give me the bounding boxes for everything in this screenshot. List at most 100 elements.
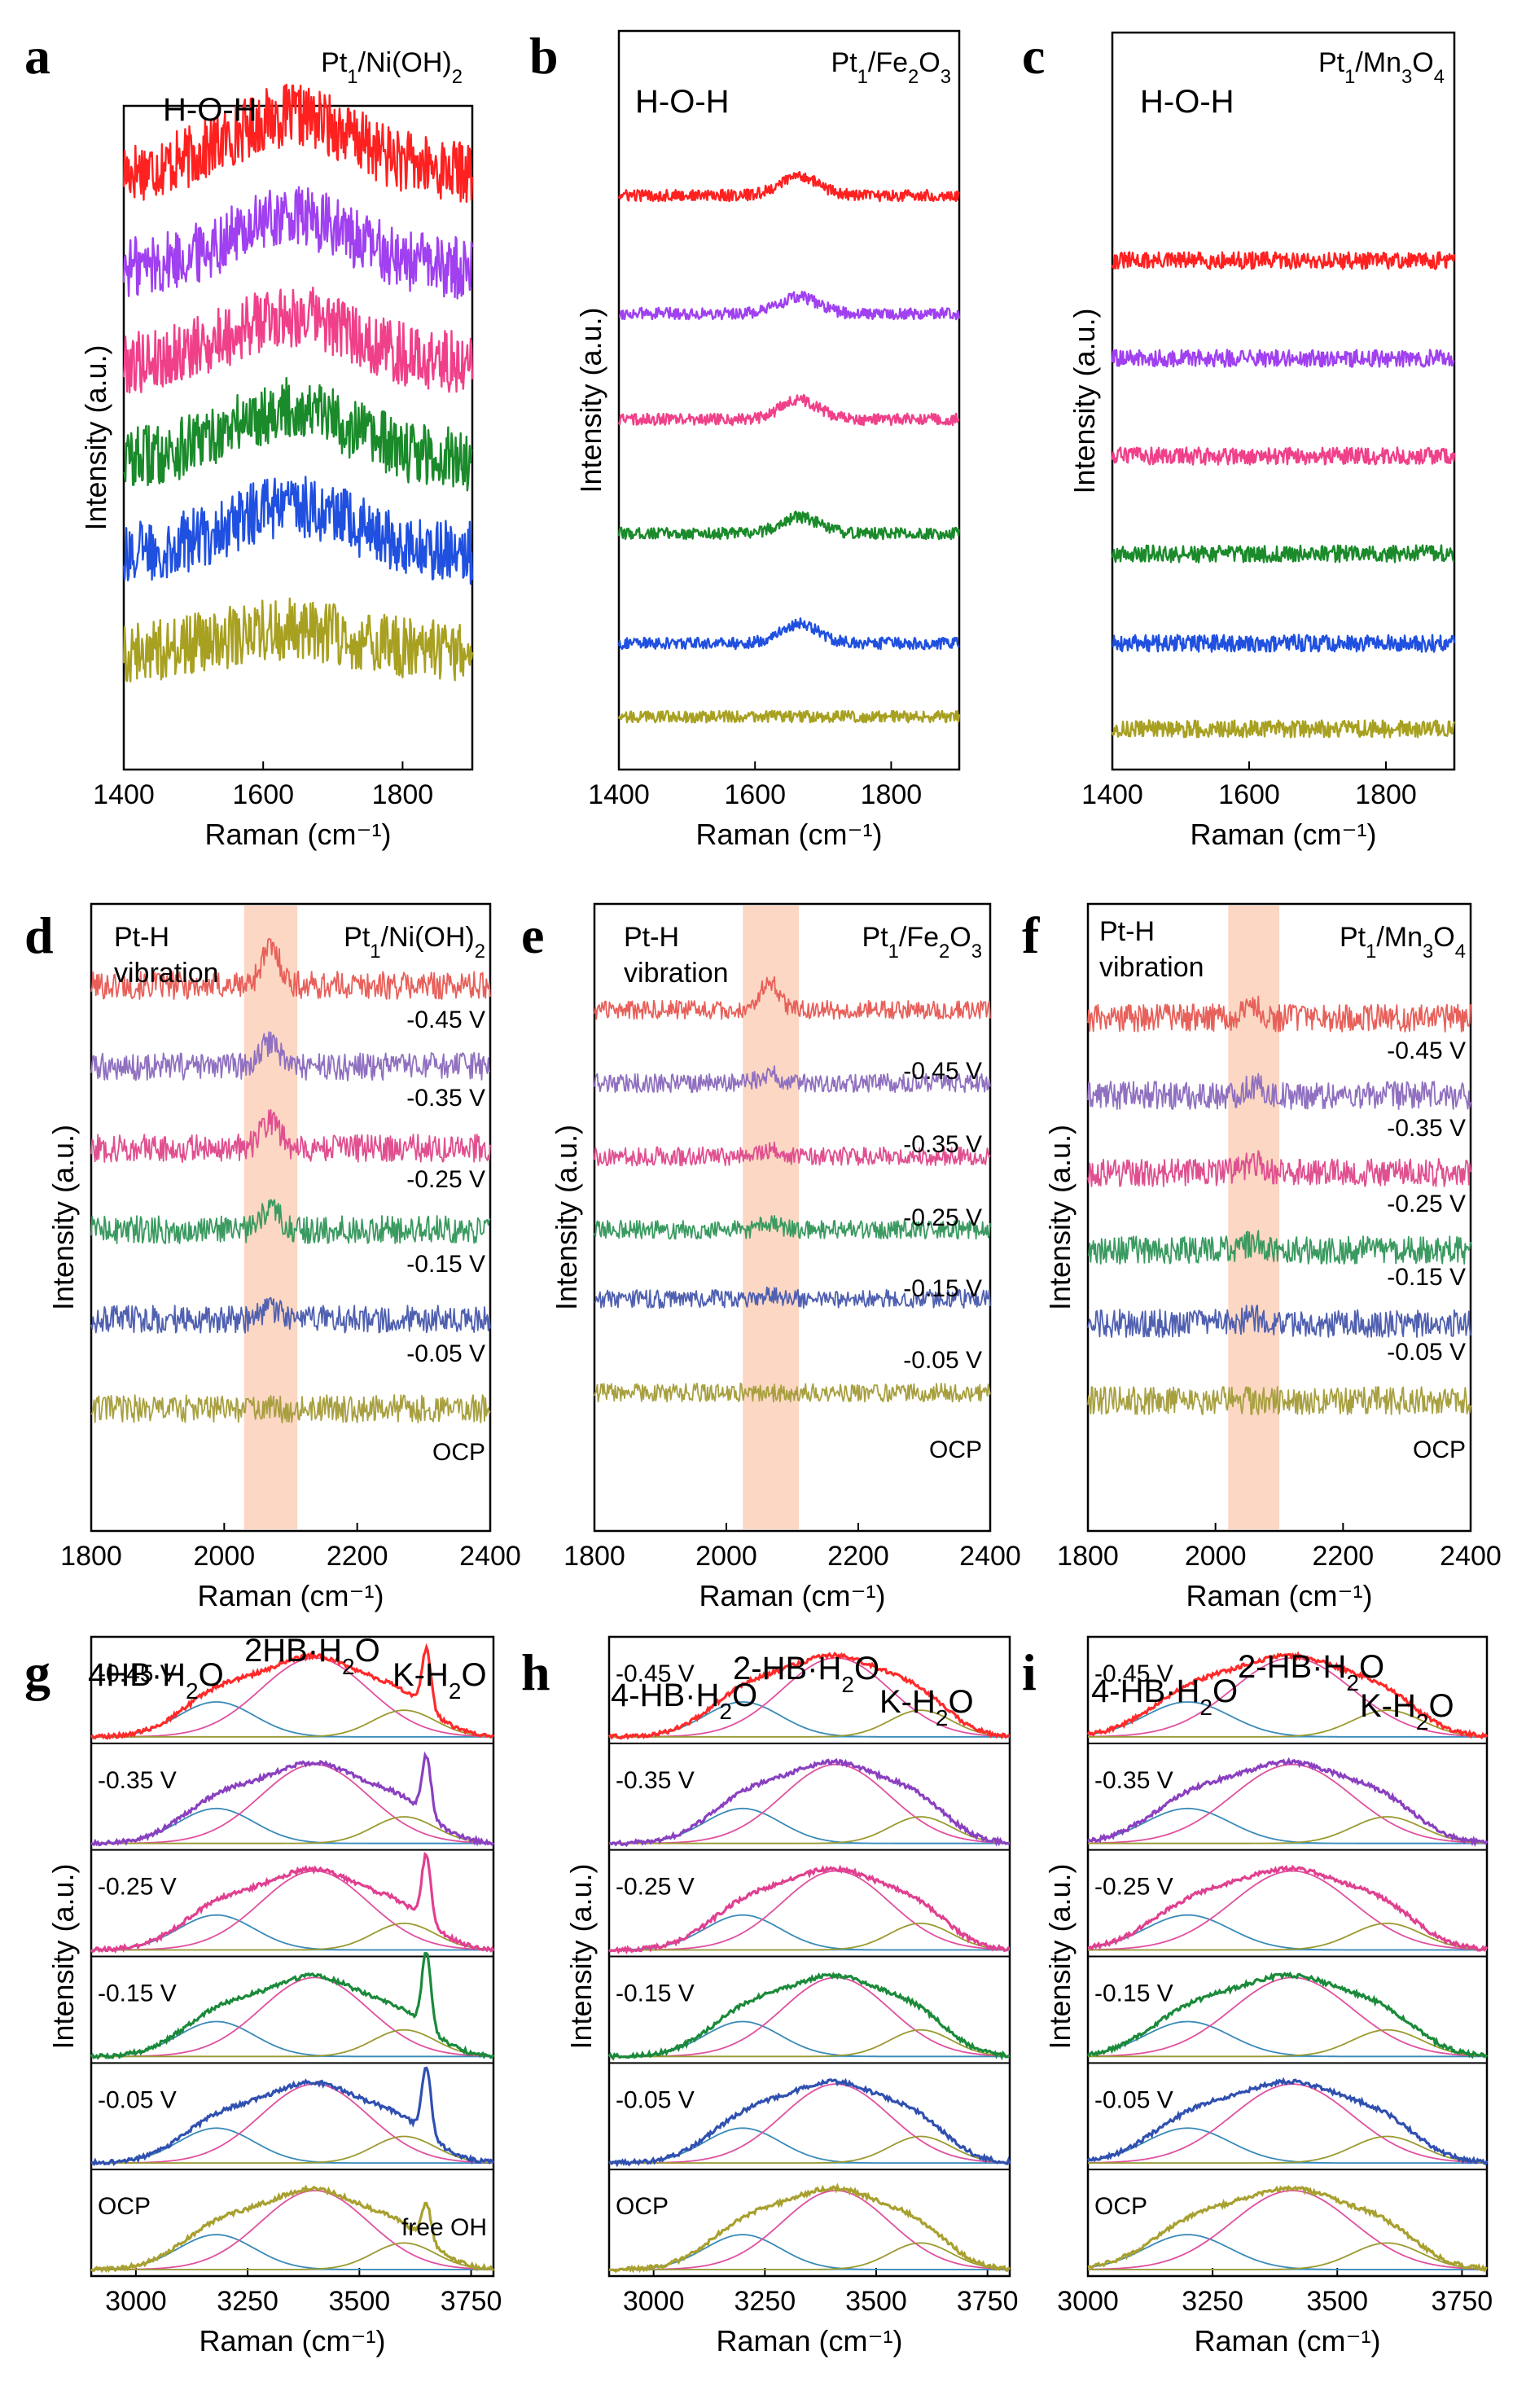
- series-line: [617, 511, 961, 541]
- fit-2hb: [91, 1870, 493, 1951]
- fit-2hb: [609, 1657, 1010, 1738]
- series-line: [122, 376, 473, 492]
- highlight-band: [1228, 906, 1279, 1529]
- x-tick-label: 1600: [232, 779, 294, 810]
- x-axis-title: Raman (cm⁻¹): [197, 1579, 384, 1612]
- fit-k: [91, 2135, 494, 2165]
- x-tick-label: 1800: [1355, 779, 1417, 810]
- potential-label: -0.15 V: [616, 1980, 695, 2007]
- label-2hb: 2-HB·H2O: [733, 1651, 879, 1697]
- sample-title: Pt1/Ni(OH)2: [321, 47, 463, 88]
- series-line: [1112, 634, 1456, 653]
- potential-label: OCP: [1094, 2193, 1147, 2220]
- fit-4hb: [1087, 1807, 1487, 1844]
- fit-k: [609, 2242, 1010, 2270]
- series-line: [1111, 251, 1456, 270]
- x-axis-title: Raman (cm⁻¹): [1194, 2324, 1380, 2358]
- fit-4hb: [91, 2127, 493, 2165]
- panel-h: 3000 3250 3500 3750 Raman (cm⁻¹) Intensity (a…: [521, 1635, 1018, 2358]
- series-line: [122, 186, 474, 300]
- spectrum-line: [608, 2077, 1011, 2168]
- plot-frame: [1086, 902, 1472, 1533]
- series-line: [90, 1031, 491, 1081]
- fit-4hb: [609, 2234, 1010, 2270]
- y-axis-title: Intensity (a.u.): [46, 1125, 80, 1310]
- series-line: [618, 291, 961, 321]
- sample-title: Pt1/Mn3O4: [1318, 47, 1445, 88]
- x-tick-label: 1600: [1218, 779, 1280, 810]
- pt-h-label: Pt-H: [1099, 916, 1155, 947]
- x-tick-label: 1800: [861, 779, 923, 810]
- fit-2hb: [609, 1763, 1011, 1844]
- panel-letter: h: [521, 1643, 550, 1701]
- series-line: [617, 709, 961, 724]
- label-2hb: 2HB·H2O: [244, 1633, 380, 1679]
- panel-letter: i: [1022, 1643, 1037, 1701]
- series-line: [90, 1394, 491, 1423]
- fit-2hb: [609, 1976, 1010, 2058]
- y-axis-title: Intensity (a.u.): [564, 1863, 598, 2049]
- fit-2hb: [91, 2190, 493, 2270]
- spectrum-line: [1087, 1864, 1489, 1953]
- panel-a: 1400 1600 1800 Raman (cm⁻¹) Intensity (a.u.)…: [24, 27, 474, 851]
- potential-label: -0.25 V: [903, 1204, 982, 1231]
- panel-c: 1400 1600 1800 Raman (cm⁻¹) Intensity (a.u.)…: [1022, 27, 1456, 851]
- series-line: [122, 476, 474, 585]
- x-tick-label: 3000: [105, 2286, 167, 2317]
- x-tick-label: 3500: [1306, 2286, 1368, 2317]
- panel-e: 1800 2000 2200 2400 Raman (cm⁻¹) Intensity (a…: [521, 902, 1021, 1612]
- x-tick-label: 3500: [845, 2286, 907, 2317]
- band-annotation: H-O-H: [163, 92, 257, 128]
- x-tick-label: 2400: [959, 1541, 1021, 1572]
- x-tick-label: 3250: [1182, 2286, 1243, 2317]
- spectrum-line: [1087, 2185, 1488, 2273]
- fit-k: [1088, 2029, 1488, 2058]
- potential-label: -0.25 V: [98, 1874, 177, 1901]
- plot-frame: [1111, 31, 1456, 771]
- panel-letter: g: [24, 1643, 50, 1701]
- x-axis-title: Raman (cm⁻¹): [204, 818, 391, 851]
- band-annotation: H-O-H: [635, 84, 730, 120]
- series-line: [594, 1382, 991, 1403]
- x-tick-label: 2200: [1313, 1541, 1375, 1572]
- label-k-h2o: K-H2O: [1360, 1688, 1454, 1735]
- fit-k: [91, 2242, 493, 2270]
- series-line: [1111, 719, 1456, 739]
- spectrum-line: [607, 1651, 1011, 1740]
- x-tick-label: 1800: [1057, 1541, 1119, 1572]
- x-tick-label: 2400: [1440, 1541, 1502, 1572]
- x-axis-title: Raman (cm⁻¹): [699, 1579, 885, 1612]
- panel-letter: c: [1022, 27, 1045, 85]
- fit-k: [1088, 1816, 1487, 1844]
- potential-label: -0.45 V: [616, 1660, 695, 1687]
- potential-label: -0.25 V: [1387, 1191, 1466, 1217]
- x-tick-label: 2200: [327, 1541, 388, 1572]
- potential-label: -0.05 V: [98, 2086, 177, 2113]
- fit-4hb: [1087, 1914, 1487, 1951]
- panel-g: 3000 3250 3500 3750 Raman (cm⁻¹) Intensity (a…: [24, 1635, 502, 2358]
- fit-k: [91, 1922, 493, 1951]
- fit-2hb: [90, 1763, 493, 1844]
- potential-label: OCP: [616, 2193, 669, 2220]
- y-axis-title: Intensity (a.u.): [1043, 1863, 1077, 2049]
- potential-label: -0.35 V: [1387, 1115, 1466, 1142]
- series-line: [594, 1286, 991, 1309]
- fit-k: [1088, 1709, 1488, 1738]
- series-line: [1111, 544, 1455, 564]
- spectrum-line: [90, 1851, 495, 1954]
- potential-label: -0.45 V: [1094, 1660, 1173, 1687]
- fit-2hb: [1088, 2083, 1488, 2164]
- x-tick-label: 1400: [1081, 779, 1143, 810]
- fit-2hb: [90, 2083, 493, 2165]
- series-line: [1087, 1150, 1471, 1187]
- x-tick-label: 2400: [459, 1541, 521, 1572]
- series-line: [594, 1141, 991, 1167]
- fit-4hb: [1087, 2127, 1487, 2165]
- spectrum-line: [1087, 1757, 1489, 1848]
- y-axis-title: Intensity (a.u.): [574, 307, 607, 493]
- vibration-label: vibration: [114, 958, 219, 989]
- potential-label: -0.25 V: [406, 1166, 485, 1193]
- x-tick-label: 1400: [93, 779, 155, 810]
- series-line: [594, 1065, 991, 1094]
